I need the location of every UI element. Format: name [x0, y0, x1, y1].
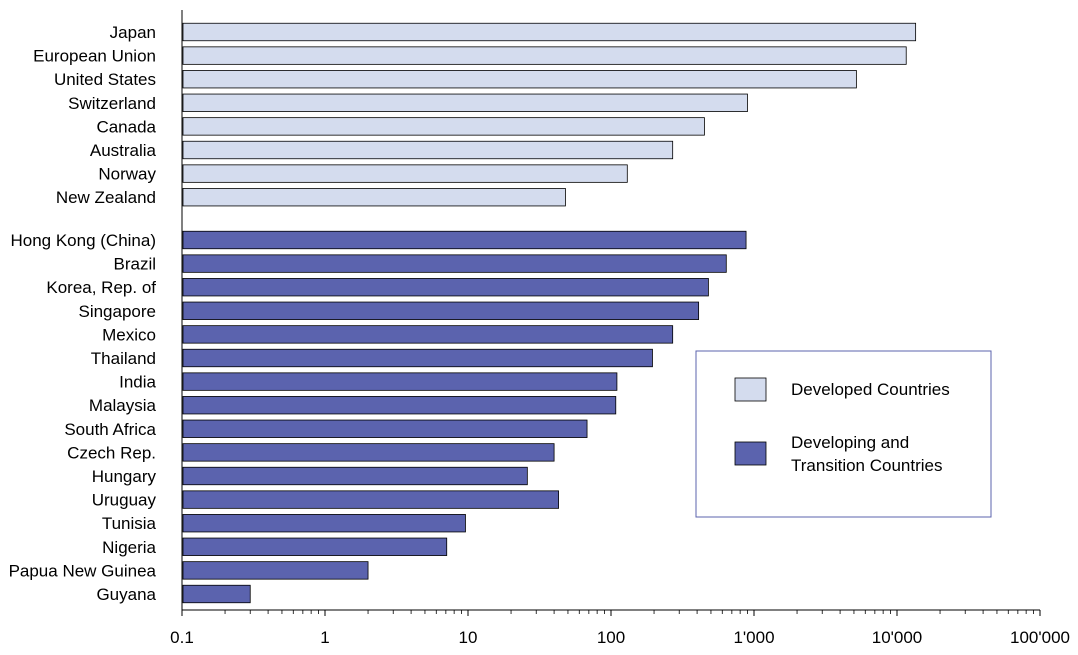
- bar-guyana: [182, 584, 251, 604]
- category-label: Tunisia: [102, 514, 157, 533]
- bars-group: [182, 22, 917, 604]
- bar-south-africa: [182, 419, 588, 438]
- category-label: India: [119, 373, 156, 392]
- bar-czech-rep-: [182, 443, 555, 462]
- x-axis: 0.1 1 10 100 1'000 10'000 100'000: [170, 10, 1070, 647]
- category-label: European Union: [33, 47, 156, 66]
- bar-canada: [182, 117, 705, 136]
- category-label: Mexico: [102, 325, 156, 344]
- bar-japan: [182, 22, 917, 42]
- x-tick-label: 10'000: [872, 628, 923, 647]
- bar-korea-rep-of: [182, 278, 709, 297]
- x-tick-label: 1'000: [733, 628, 774, 647]
- category-label: Korea, Rep. of: [46, 278, 156, 297]
- category-label: New Zealand: [56, 188, 156, 207]
- category-label: Switzerland: [68, 94, 156, 113]
- category-label: Hong Kong (China): [10, 231, 156, 250]
- bar-uruguay: [182, 490, 559, 509]
- bar-european-union: [182, 46, 907, 65]
- bar-india: [182, 372, 618, 391]
- category-label: Brazil: [113, 255, 156, 274]
- legend-label-developing-line: Transition Countries: [791, 456, 943, 475]
- legend-label-developing-line: Developing and: [791, 433, 909, 452]
- bar-singapore: [182, 301, 700, 320]
- category-label: Malaysia: [89, 396, 157, 415]
- legend-label-developed: Developed Countries: [791, 380, 950, 399]
- bar-thailand: [182, 348, 653, 368]
- bar-switzerland: [182, 93, 748, 112]
- legend-swatch-developed: [734, 377, 767, 402]
- category-label: Guyana: [96, 585, 156, 604]
- bar-mexico: [182, 325, 674, 344]
- category-label: Uruguay: [92, 491, 157, 510]
- bar-hong-kong-china-: [182, 230, 747, 250]
- bar-tunisia: [182, 514, 466, 533]
- x-tick-label: 0.1: [170, 628, 194, 647]
- legend: Developed Countries Developing and Transit…: [695, 350, 992, 518]
- category-label: Canada: [96, 117, 156, 136]
- x-tick-label: 100'000: [1010, 628, 1070, 647]
- category-label: Australia: [90, 141, 157, 160]
- category-label: Hungary: [92, 467, 157, 486]
- bar-brazil: [182, 254, 727, 273]
- bar-hungary: [182, 466, 528, 486]
- category-label: Thailand: [91, 349, 156, 368]
- bar-malaysia: [182, 396, 617, 415]
- category-label: Singapore: [78, 302, 156, 321]
- category-label: Japan: [110, 23, 156, 42]
- category-label: Czech Rep.: [67, 443, 156, 462]
- category-label: Norway: [98, 165, 156, 184]
- bar-papua-new-guinea: [182, 561, 369, 580]
- bar-norway: [182, 164, 628, 183]
- category-label: United States: [54, 70, 156, 89]
- bar-nigeria: [182, 537, 448, 556]
- category-label: South Africa: [64, 420, 156, 439]
- bar-australia: [182, 140, 674, 160]
- bar-united-states: [182, 70, 857, 89]
- bar-new-zealand: [182, 188, 566, 207]
- legend-swatch-developing: [734, 441, 767, 466]
- x-tick-label: 1: [320, 628, 329, 647]
- x-tick-label: 10: [459, 628, 478, 647]
- category-label: Papua New Guinea: [9, 561, 157, 580]
- category-labels: Japan European Union United States Switzerl…: [9, 23, 157, 604]
- x-tick-label: 100: [597, 628, 625, 647]
- category-label: Nigeria: [102, 538, 156, 557]
